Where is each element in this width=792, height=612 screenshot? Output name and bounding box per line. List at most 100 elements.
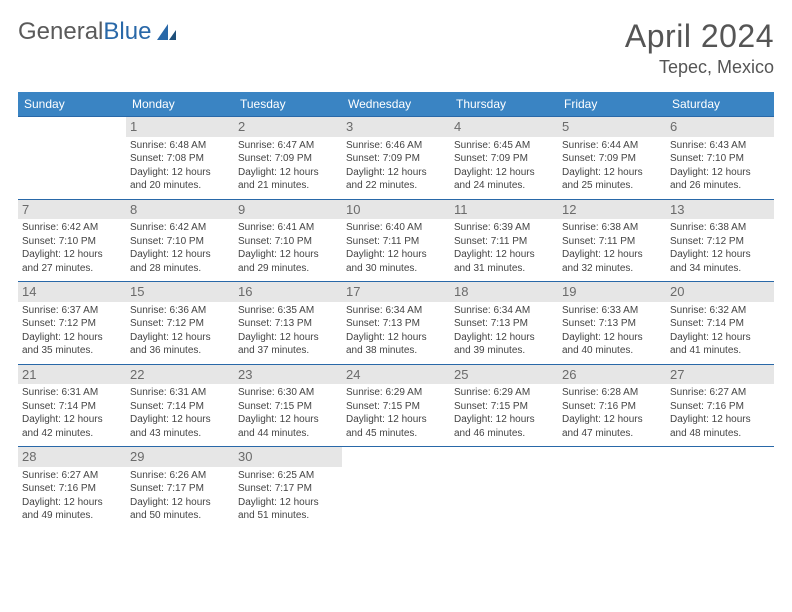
brand-logo: GeneralBlue bbox=[18, 18, 178, 46]
day-number: 3 bbox=[342, 117, 450, 137]
day-cell-21: 21Sunrise: 6:31 AM Sunset: 7:14 PM Dayli… bbox=[18, 364, 126, 447]
day-details: Sunrise: 6:46 AM Sunset: 7:09 PM Dayligh… bbox=[346, 139, 446, 193]
day-number: 29 bbox=[126, 447, 234, 467]
day-cell-3: 3Sunrise: 6:46 AM Sunset: 7:09 PM Daylig… bbox=[342, 117, 450, 200]
day-details: Sunrise: 6:32 AM Sunset: 7:14 PM Dayligh… bbox=[670, 304, 770, 358]
day-details: Sunrise: 6:31 AM Sunset: 7:14 PM Dayligh… bbox=[130, 386, 230, 440]
day-details: Sunrise: 6:41 AM Sunset: 7:10 PM Dayligh… bbox=[238, 221, 338, 275]
brand-part2: Blue bbox=[103, 18, 151, 45]
day-number: 23 bbox=[234, 365, 342, 385]
day-cell-26: 26Sunrise: 6:28 AM Sunset: 7:16 PM Dayli… bbox=[558, 364, 666, 447]
day-number: 17 bbox=[342, 282, 450, 302]
day-number: 19 bbox=[558, 282, 666, 302]
day-number: 4 bbox=[450, 117, 558, 137]
day-cell-10: 10Sunrise: 6:40 AM Sunset: 7:11 PM Dayli… bbox=[342, 199, 450, 282]
day-cell-30: 30Sunrise: 6:25 AM Sunset: 7:17 PM Dayli… bbox=[234, 447, 342, 529]
weekday-wednesday: Wednesday bbox=[342, 92, 450, 117]
day-cell-19: 19Sunrise: 6:33 AM Sunset: 7:13 PM Dayli… bbox=[558, 282, 666, 365]
day-number: 25 bbox=[450, 365, 558, 385]
day-details: Sunrise: 6:45 AM Sunset: 7:09 PM Dayligh… bbox=[454, 139, 554, 193]
week-row: 28Sunrise: 6:27 AM Sunset: 7:16 PM Dayli… bbox=[18, 447, 774, 529]
day-details: Sunrise: 6:28 AM Sunset: 7:16 PM Dayligh… bbox=[562, 386, 662, 440]
day-details: Sunrise: 6:43 AM Sunset: 7:10 PM Dayligh… bbox=[670, 139, 770, 193]
day-number: 9 bbox=[234, 200, 342, 220]
day-cell-13: 13Sunrise: 6:38 AM Sunset: 7:12 PM Dayli… bbox=[666, 199, 774, 282]
day-details: Sunrise: 6:34 AM Sunset: 7:13 PM Dayligh… bbox=[454, 304, 554, 358]
day-number: 26 bbox=[558, 365, 666, 385]
day-number: 14 bbox=[18, 282, 126, 302]
day-details: Sunrise: 6:35 AM Sunset: 7:13 PM Dayligh… bbox=[238, 304, 338, 358]
brand-part1: General bbox=[18, 18, 103, 45]
weekday-tuesday: Tuesday bbox=[234, 92, 342, 117]
weekday-friday: Friday bbox=[558, 92, 666, 117]
day-cell-1: 1Sunrise: 6:48 AM Sunset: 7:08 PM Daylig… bbox=[126, 117, 234, 200]
day-details: Sunrise: 6:48 AM Sunset: 7:08 PM Dayligh… bbox=[130, 139, 230, 193]
calendar-table: SundayMondayTuesdayWednesdayThursdayFrid… bbox=[18, 92, 774, 529]
week-row: 1Sunrise: 6:48 AM Sunset: 7:08 PM Daylig… bbox=[18, 117, 774, 200]
title-block: April 2024 Tepec, Mexico bbox=[625, 18, 774, 78]
weekday-monday: Monday bbox=[126, 92, 234, 117]
day-cell-16: 16Sunrise: 6:35 AM Sunset: 7:13 PM Dayli… bbox=[234, 282, 342, 365]
day-cell-empty bbox=[558, 447, 666, 529]
month-title: April 2024 bbox=[625, 18, 774, 55]
location-label: Tepec, Mexico bbox=[625, 57, 774, 78]
day-number: 10 bbox=[342, 200, 450, 220]
day-details: Sunrise: 6:25 AM Sunset: 7:17 PM Dayligh… bbox=[238, 469, 338, 523]
week-row: 7Sunrise: 6:42 AM Sunset: 7:10 PM Daylig… bbox=[18, 199, 774, 282]
day-number: 28 bbox=[18, 447, 126, 467]
day-number: 18 bbox=[450, 282, 558, 302]
day-cell-6: 6Sunrise: 6:43 AM Sunset: 7:10 PM Daylig… bbox=[666, 117, 774, 200]
day-number: 20 bbox=[666, 282, 774, 302]
day-number: 7 bbox=[18, 200, 126, 220]
day-details: Sunrise: 6:29 AM Sunset: 7:15 PM Dayligh… bbox=[454, 386, 554, 440]
day-details: Sunrise: 6:27 AM Sunset: 7:16 PM Dayligh… bbox=[22, 469, 122, 523]
day-number: 16 bbox=[234, 282, 342, 302]
day-details: Sunrise: 6:44 AM Sunset: 7:09 PM Dayligh… bbox=[562, 139, 662, 193]
weekday-row: SundayMondayTuesdayWednesdayThursdayFrid… bbox=[18, 92, 774, 117]
day-cell-8: 8Sunrise: 6:42 AM Sunset: 7:10 PM Daylig… bbox=[126, 199, 234, 282]
day-cell-5: 5Sunrise: 6:44 AM Sunset: 7:09 PM Daylig… bbox=[558, 117, 666, 200]
day-number: 1 bbox=[126, 117, 234, 137]
week-row: 14Sunrise: 6:37 AM Sunset: 7:12 PM Dayli… bbox=[18, 282, 774, 365]
day-number: 8 bbox=[126, 200, 234, 220]
day-details: Sunrise: 6:34 AM Sunset: 7:13 PM Dayligh… bbox=[346, 304, 446, 358]
day-cell-2: 2Sunrise: 6:47 AM Sunset: 7:09 PM Daylig… bbox=[234, 117, 342, 200]
page-header: GeneralBlue April 2024 Tepec, Mexico bbox=[18, 18, 774, 78]
day-cell-empty bbox=[18, 117, 126, 200]
day-details: Sunrise: 6:42 AM Sunset: 7:10 PM Dayligh… bbox=[22, 221, 122, 275]
day-cell-15: 15Sunrise: 6:36 AM Sunset: 7:12 PM Dayli… bbox=[126, 282, 234, 365]
day-cell-7: 7Sunrise: 6:42 AM Sunset: 7:10 PM Daylig… bbox=[18, 199, 126, 282]
day-cell-14: 14Sunrise: 6:37 AM Sunset: 7:12 PM Dayli… bbox=[18, 282, 126, 365]
day-number: 11 bbox=[450, 200, 558, 220]
day-cell-4: 4Sunrise: 6:45 AM Sunset: 7:09 PM Daylig… bbox=[450, 117, 558, 200]
day-cell-24: 24Sunrise: 6:29 AM Sunset: 7:15 PM Dayli… bbox=[342, 364, 450, 447]
day-cell-28: 28Sunrise: 6:27 AM Sunset: 7:16 PM Dayli… bbox=[18, 447, 126, 529]
day-details: Sunrise: 6:26 AM Sunset: 7:17 PM Dayligh… bbox=[130, 469, 230, 523]
day-details: Sunrise: 6:38 AM Sunset: 7:12 PM Dayligh… bbox=[670, 221, 770, 275]
day-number: 15 bbox=[126, 282, 234, 302]
day-number: 27 bbox=[666, 365, 774, 385]
day-number: 22 bbox=[126, 365, 234, 385]
day-number: 2 bbox=[234, 117, 342, 137]
day-number: 21 bbox=[18, 365, 126, 385]
day-cell-11: 11Sunrise: 6:39 AM Sunset: 7:11 PM Dayli… bbox=[450, 199, 558, 282]
day-number: 24 bbox=[342, 365, 450, 385]
day-details: Sunrise: 6:37 AM Sunset: 7:12 PM Dayligh… bbox=[22, 304, 122, 358]
week-row: 21Sunrise: 6:31 AM Sunset: 7:14 PM Dayli… bbox=[18, 364, 774, 447]
sail-icon bbox=[156, 22, 178, 42]
day-cell-25: 25Sunrise: 6:29 AM Sunset: 7:15 PM Dayli… bbox=[450, 364, 558, 447]
calendar-head: SundayMondayTuesdayWednesdayThursdayFrid… bbox=[18, 92, 774, 117]
brand-name: GeneralBlue bbox=[18, 18, 151, 46]
day-cell-empty bbox=[666, 447, 774, 529]
day-details: Sunrise: 6:36 AM Sunset: 7:12 PM Dayligh… bbox=[130, 304, 230, 358]
day-number: 30 bbox=[234, 447, 342, 467]
day-number: 6 bbox=[666, 117, 774, 137]
day-details: Sunrise: 6:38 AM Sunset: 7:11 PM Dayligh… bbox=[562, 221, 662, 275]
day-cell-20: 20Sunrise: 6:32 AM Sunset: 7:14 PM Dayli… bbox=[666, 282, 774, 365]
day-cell-27: 27Sunrise: 6:27 AM Sunset: 7:16 PM Dayli… bbox=[666, 364, 774, 447]
day-details: Sunrise: 6:29 AM Sunset: 7:15 PM Dayligh… bbox=[346, 386, 446, 440]
day-number: 13 bbox=[666, 200, 774, 220]
weekday-sunday: Sunday bbox=[18, 92, 126, 117]
day-details: Sunrise: 6:30 AM Sunset: 7:15 PM Dayligh… bbox=[238, 386, 338, 440]
day-details: Sunrise: 6:42 AM Sunset: 7:10 PM Dayligh… bbox=[130, 221, 230, 275]
